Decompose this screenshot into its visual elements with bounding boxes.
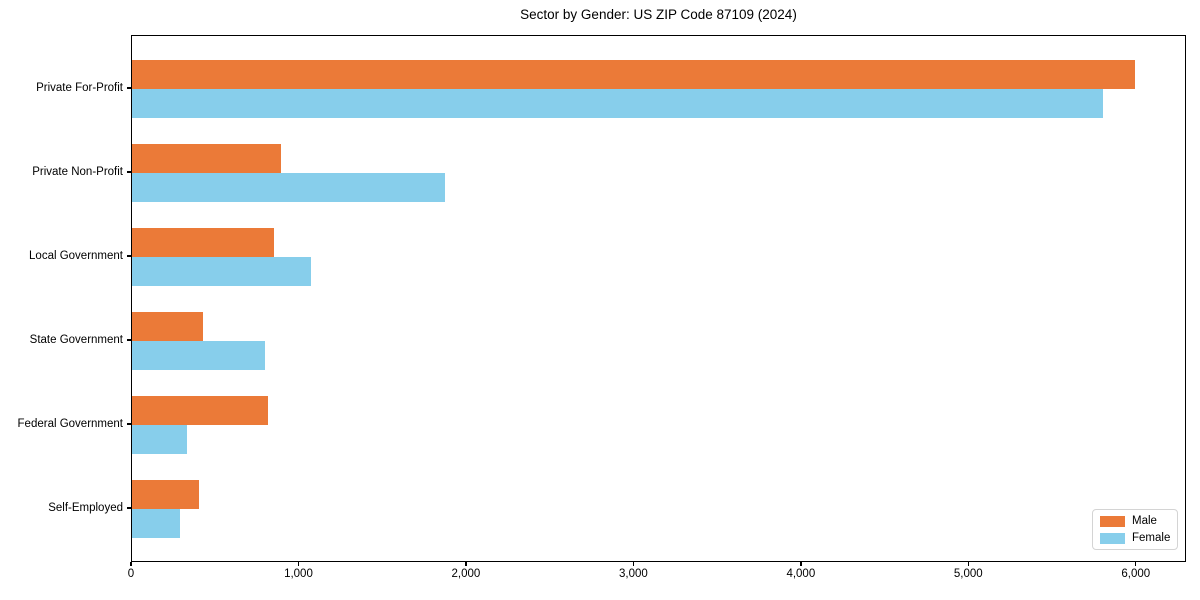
bar-female-private-non-profit <box>132 173 446 202</box>
male-swatch-icon <box>1100 515 1125 527</box>
female-swatch-icon <box>1100 532 1125 544</box>
x-tick-label-0: 0 <box>127 568 135 580</box>
bar-male-private-for-profit <box>132 60 1136 89</box>
x-tick-label-3000: 3,000 <box>618 568 648 580</box>
bar-male-federal-government <box>132 396 269 425</box>
bar-male-self-employed <box>132 480 199 509</box>
chart-title: Sector by Gender: US ZIP Code 87109 (202… <box>520 7 797 22</box>
bar-male-state-government <box>132 312 204 341</box>
y-tick-label-federal-government: Federal Government <box>17 418 123 430</box>
y-tick-mark <box>127 87 131 89</box>
legend-label-male: Male <box>1132 515 1157 527</box>
legend-entry-female: Female <box>1100 532 1170 544</box>
x-tick-mark <box>632 562 635 566</box>
y-tick-label-private-for-profit: Private For-Profit <box>36 82 123 94</box>
y-tick-label-local-government: Local Government <box>29 250 123 262</box>
bar-female-private-for-profit <box>132 89 1104 118</box>
y-tick-mark <box>127 255 131 257</box>
x-tick-mark <box>800 562 802 566</box>
y-tick-mark <box>127 339 131 341</box>
x-tick-mark <box>130 562 132 566</box>
legend: Male Female <box>1092 509 1178 550</box>
x-tick-mark <box>297 562 300 566</box>
y-tick-label-state-government: State Government <box>29 334 123 346</box>
x-tick-mark <box>1135 562 1137 566</box>
x-tick-mark <box>465 562 467 566</box>
bar-female-federal-government <box>132 425 188 454</box>
bar-female-local-government <box>132 257 312 286</box>
y-tick-mark <box>127 171 131 173</box>
y-tick-label-private-non-profit: Private Non-Profit <box>32 166 123 178</box>
plot-area <box>131 35 1186 562</box>
legend-label-female: Female <box>1132 532 1171 544</box>
x-tick-label-6000: 6,000 <box>1121 568 1151 580</box>
bar-female-self-employed <box>132 509 180 538</box>
legend-entry-male: Male <box>1100 515 1170 527</box>
bar-male-private-non-profit <box>132 144 282 173</box>
x-tick-label-2000: 2,000 <box>451 568 481 580</box>
bar-female-state-government <box>132 341 266 370</box>
y-tick-label-self-employed: Self-Employed <box>48 502 123 514</box>
x-tick-mark <box>967 562 969 566</box>
x-tick-label-5000: 5,000 <box>953 568 983 580</box>
bar-male-local-government <box>132 228 274 257</box>
y-tick-mark <box>127 423 131 425</box>
y-tick-mark <box>127 507 131 509</box>
x-tick-label-4000: 4,000 <box>786 568 816 580</box>
x-tick-label-1000: 1,000 <box>284 568 313 580</box>
